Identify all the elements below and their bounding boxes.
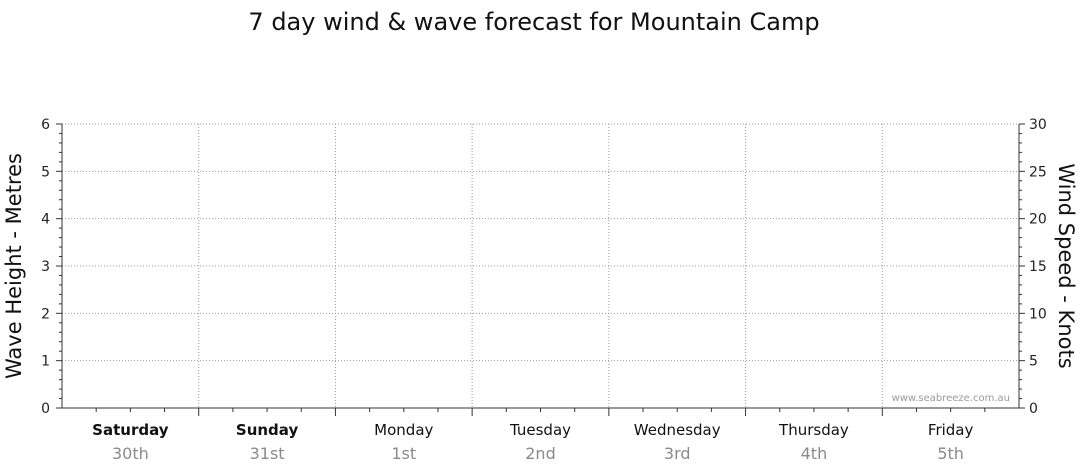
day-name-label: Thursday [778,421,849,439]
day-name-label: Sunday [236,421,299,439]
chart-title: 7 day wind & wave forecast for Mountain … [248,8,819,36]
y-right-ticks: 0 5 10 15 20 25 30 [1019,117,1047,417]
day-name-label: Saturday [92,421,169,439]
y-left-tick-label: 0 [41,401,50,417]
y-left-tick-label: 5 [41,164,50,180]
day-date-label: 30th [112,444,149,463]
day-date-label: 2nd [525,444,555,463]
y-right-axis-label: Wind Speed - Knots [1054,163,1078,368]
day-date-label: 3rd [664,444,691,463]
y-right-tick-label: 25 [1029,164,1047,180]
day-date-label: 31st [250,444,285,463]
y-left-tick-label: 1 [41,354,50,370]
day-name-label: Friday [928,421,974,439]
day-name-label: Monday [374,421,433,439]
y-left-axis-label: Wave Height - Metres [2,153,26,379]
y-left-tick-label: 3 [41,259,50,275]
day-date-label: 1st [391,444,416,463]
y-right-tick-label: 15 [1029,259,1047,275]
watermark: www.seabreeze.com.au [892,393,1010,404]
y-left-tick-label: 2 [41,306,50,322]
y-left-tick-label: 6 [41,117,50,133]
y-right-tick-label: 5 [1029,354,1038,370]
day-date-label: 5th [937,444,964,463]
day-name-label: Wednesday [634,421,721,439]
y-left-ticks: 0 1 2 3 4 5 6 [41,117,62,417]
day-date-label: 4th [801,444,828,463]
grid-lines [62,123,1019,408]
y-right-tick-label: 0 [1029,401,1038,417]
y-right-tick-label: 10 [1029,306,1047,322]
y-right-tick-label: 20 [1029,212,1047,228]
day-labels: Saturday 30th Sunday 31st Monday 1st Tuesday 2n… [92,421,973,463]
day-name-label: Tuesday [509,421,571,439]
y-left-tick-label: 4 [41,212,50,228]
y-right-tick-label: 30 [1029,117,1047,133]
axes [61,124,1020,416]
